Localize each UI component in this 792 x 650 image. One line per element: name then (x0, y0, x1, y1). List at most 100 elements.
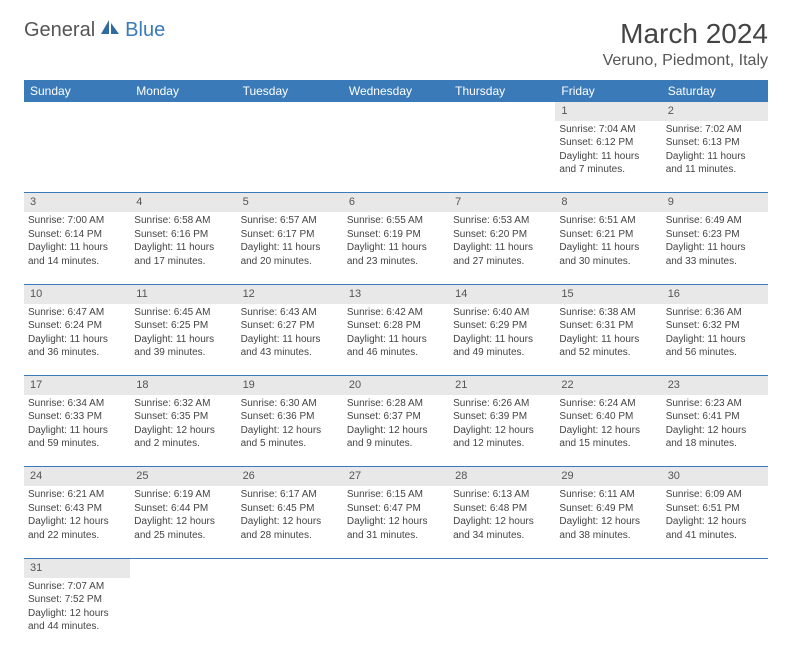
sunset-line: Sunset: 6:12 PM (559, 136, 657, 150)
day-header: Friday (555, 80, 661, 102)
sunrise-line: Sunrise: 6:15 AM (347, 488, 445, 502)
daynum-row: 17181920212223 (24, 376, 768, 395)
sunset-line: Sunset: 6:19 PM (347, 228, 445, 242)
daylight-line-1: Daylight: 12 hours (453, 515, 551, 529)
week-row: Sunrise: 7:04 AMSunset: 6:12 PMDaylight:… (24, 121, 768, 193)
day-cell: Sunrise: 7:02 AMSunset: 6:13 PMDaylight:… (662, 121, 768, 193)
day-header: Saturday (662, 80, 768, 102)
empty-daynum (237, 102, 343, 121)
sunrise-line: Sunrise: 6:42 AM (347, 306, 445, 320)
title-block: March 2024 Veruno, Piedmont, Italy (603, 18, 768, 70)
daylight-line-1: Daylight: 11 hours (559, 150, 657, 164)
day-number: 17 (24, 376, 130, 395)
sunset-line: Sunset: 6:21 PM (559, 228, 657, 242)
daylight-line-1: Daylight: 11 hours (559, 241, 657, 255)
daylight-line-2: and 2 minutes. (134, 437, 232, 451)
daylight-line-1: Daylight: 12 hours (559, 515, 657, 529)
day-cell: Sunrise: 6:17 AMSunset: 6:45 PMDaylight:… (237, 486, 343, 558)
daylight-line-2: and 49 minutes. (453, 346, 551, 360)
sunrise-line: Sunrise: 6:34 AM (28, 397, 126, 411)
sunset-line: Sunset: 6:47 PM (347, 502, 445, 516)
sunrise-line: Sunrise: 6:51 AM (559, 214, 657, 228)
daylight-line-2: and 27 minutes. (453, 255, 551, 269)
sunrise-line: Sunrise: 6:55 AM (347, 214, 445, 228)
day-number: 29 (555, 467, 661, 486)
day-cell: Sunrise: 6:51 AMSunset: 6:21 PMDaylight:… (555, 212, 661, 284)
sunrise-line: Sunrise: 6:24 AM (559, 397, 657, 411)
day-cell: Sunrise: 6:19 AMSunset: 6:44 PMDaylight:… (130, 486, 236, 558)
sunset-line: Sunset: 6:37 PM (347, 410, 445, 424)
daylight-line-1: Daylight: 11 hours (28, 333, 126, 347)
sunrise-line: Sunrise: 6:53 AM (453, 214, 551, 228)
daylight-line-2: and 30 minutes. (559, 255, 657, 269)
daylight-line-2: and 39 minutes. (134, 346, 232, 360)
sunrise-line: Sunrise: 6:40 AM (453, 306, 551, 320)
daylight-line-1: Daylight: 11 hours (134, 241, 232, 255)
sunset-line: Sunset: 6:17 PM (241, 228, 339, 242)
daylight-line-1: Daylight: 11 hours (453, 333, 551, 347)
sunset-line: Sunset: 6:51 PM (666, 502, 764, 516)
month-title: March 2024 (603, 18, 768, 50)
daylight-line-1: Daylight: 12 hours (28, 515, 126, 529)
day-number: 30 (662, 467, 768, 486)
sunset-line: Sunset: 6:28 PM (347, 319, 445, 333)
empty-cell (555, 578, 661, 650)
day-cell: Sunrise: 6:09 AMSunset: 6:51 PMDaylight:… (662, 486, 768, 558)
empty-daynum (24, 102, 130, 121)
sunset-line: Sunset: 6:23 PM (666, 228, 764, 242)
day-cell: Sunrise: 6:26 AMSunset: 6:39 PMDaylight:… (449, 395, 555, 467)
day-cell: Sunrise: 6:34 AMSunset: 6:33 PMDaylight:… (24, 395, 130, 467)
sunrise-line: Sunrise: 6:17 AM (241, 488, 339, 502)
sunrise-line: Sunrise: 6:30 AM (241, 397, 339, 411)
calendar-table: SundayMondayTuesdayWednesdayThursdayFrid… (24, 80, 768, 650)
day-cell: Sunrise: 6:42 AMSunset: 6:28 PMDaylight:… (343, 304, 449, 376)
empty-cell (24, 121, 130, 193)
sunrise-line: Sunrise: 6:36 AM (666, 306, 764, 320)
day-cell: Sunrise: 6:24 AMSunset: 6:40 PMDaylight:… (555, 395, 661, 467)
sunrise-line: Sunrise: 6:11 AM (559, 488, 657, 502)
daylight-line-2: and 20 minutes. (241, 255, 339, 269)
day-number: 31 (24, 558, 130, 577)
daylight-line-2: and 28 minutes. (241, 529, 339, 543)
sunrise-line: Sunrise: 6:09 AM (666, 488, 764, 502)
sunrise-line: Sunrise: 6:32 AM (134, 397, 232, 411)
daylight-line-1: Daylight: 11 hours (241, 333, 339, 347)
daylight-line-2: and 56 minutes. (666, 346, 764, 360)
daylight-line-1: Daylight: 11 hours (559, 333, 657, 347)
daylight-line-1: Daylight: 12 hours (666, 424, 764, 438)
daynum-row: 24252627282930 (24, 467, 768, 486)
daylight-line-2: and 52 minutes. (559, 346, 657, 360)
day-cell: Sunrise: 7:07 AMSunset: 7:52 PMDaylight:… (24, 578, 130, 650)
calendar-body: 12 Sunrise: 7:04 AMSunset: 6:12 PMDayligh… (24, 102, 768, 650)
daylight-line-2: and 46 minutes. (347, 346, 445, 360)
daylight-line-1: Daylight: 12 hours (134, 515, 232, 529)
day-cell: Sunrise: 6:57 AMSunset: 6:17 PMDaylight:… (237, 212, 343, 284)
sunrise-line: Sunrise: 6:43 AM (241, 306, 339, 320)
day-number: 5 (237, 193, 343, 212)
day-number: 28 (449, 467, 555, 486)
sunset-line: Sunset: 6:35 PM (134, 410, 232, 424)
daylight-line-2: and 43 minutes. (241, 346, 339, 360)
day-cell: Sunrise: 7:00 AMSunset: 6:14 PMDaylight:… (24, 212, 130, 284)
sunset-line: Sunset: 6:45 PM (241, 502, 339, 516)
sunrise-line: Sunrise: 7:00 AM (28, 214, 126, 228)
sunset-line: Sunset: 6:32 PM (666, 319, 764, 333)
day-number: 20 (343, 376, 449, 395)
day-number: 12 (237, 284, 343, 303)
empty-cell (130, 121, 236, 193)
daynum-row: 31 (24, 558, 768, 577)
day-cell: Sunrise: 6:45 AMSunset: 6:25 PMDaylight:… (130, 304, 236, 376)
daylight-line-1: Daylight: 12 hours (453, 424, 551, 438)
day-number: 1 (555, 102, 661, 121)
day-cell: Sunrise: 6:49 AMSunset: 6:23 PMDaylight:… (662, 212, 768, 284)
sunrise-line: Sunrise: 6:26 AM (453, 397, 551, 411)
day-number: 18 (130, 376, 236, 395)
day-cell: Sunrise: 6:23 AMSunset: 6:41 PMDaylight:… (662, 395, 768, 467)
day-cell: Sunrise: 6:21 AMSunset: 6:43 PMDaylight:… (24, 486, 130, 558)
daylight-line-1: Daylight: 11 hours (28, 424, 126, 438)
day-cell: Sunrise: 6:28 AMSunset: 6:37 PMDaylight:… (343, 395, 449, 467)
day-cell: Sunrise: 6:53 AMSunset: 6:20 PMDaylight:… (449, 212, 555, 284)
daynum-row: 10111213141516 (24, 284, 768, 303)
week-row: Sunrise: 6:21 AMSunset: 6:43 PMDaylight:… (24, 486, 768, 558)
day-number: 27 (343, 467, 449, 486)
